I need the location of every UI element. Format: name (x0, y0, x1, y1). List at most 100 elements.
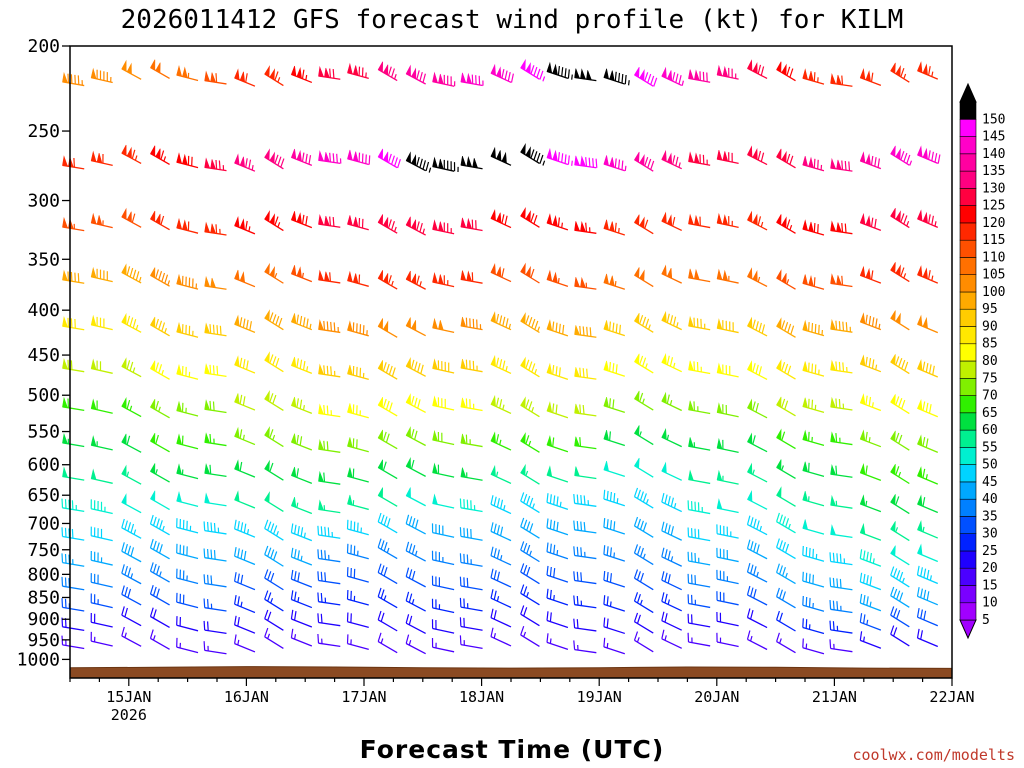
wind-barb (318, 150, 342, 165)
wind-barb (460, 217, 483, 232)
wind-barb (716, 591, 739, 606)
wind-barb (150, 432, 170, 453)
wind-barb (661, 611, 682, 631)
wind-barb (204, 432, 227, 447)
wind-barb (432, 395, 455, 411)
wind-barb (747, 210, 768, 231)
wind-barb (917, 61, 939, 80)
wind-barb (546, 518, 569, 536)
wind-barb (687, 594, 711, 609)
wind-barb (61, 498, 85, 513)
wind-barb (546, 213, 569, 231)
wind-barb (633, 612, 654, 634)
wind-barb (405, 614, 426, 634)
wind-barb (716, 268, 739, 284)
wind-barb (291, 433, 313, 451)
wind-barb (917, 209, 939, 228)
wind-barb (405, 457, 426, 477)
wind-barb (490, 495, 512, 515)
wind-barb (890, 464, 910, 485)
wind-barb (546, 493, 569, 510)
wind-barb (716, 569, 739, 585)
wind-barb (546, 542, 569, 560)
wind-barb (459, 617, 483, 631)
wind-barb (176, 592, 199, 609)
wind-barb (520, 206, 540, 228)
wind-barb (432, 358, 455, 374)
wind-barb (234, 634, 256, 653)
wind-barb (176, 273, 199, 290)
wind-barb (405, 64, 426, 85)
wind-barb (460, 397, 483, 412)
wind-barb (574, 367, 597, 380)
wind-barb (291, 148, 313, 166)
wind-barb (687, 500, 711, 515)
wind-barb (234, 595, 256, 614)
wind-barb (90, 526, 113, 542)
wind-barb (716, 547, 739, 563)
wind-barb (917, 543, 939, 563)
wind-barb (149, 514, 170, 536)
wind-barb (318, 363, 341, 378)
wind-barb (203, 521, 227, 535)
colorbar-label: 130 (982, 181, 1005, 196)
wind-barb (830, 273, 853, 288)
colorbar-segment (959, 326, 977, 345)
wind-barb (264, 627, 284, 649)
wind-barb (490, 354, 512, 375)
wind-barb (661, 211, 682, 231)
wind-barb (890, 625, 910, 647)
wind-barb (520, 143, 546, 166)
wind-barb (802, 595, 825, 612)
wind-barb (688, 469, 711, 485)
colorbar-label: 85 (982, 337, 998, 352)
wind-barb (661, 310, 682, 331)
colorbar-segment (959, 101, 977, 120)
colorbar-label: 100 (982, 285, 1005, 300)
wind-barb (203, 574, 227, 588)
wind-barb (661, 521, 682, 541)
wind-barb (687, 527, 711, 542)
wind-barb (661, 461, 682, 481)
wind-barb (405, 393, 426, 414)
wind-barb (890, 566, 910, 588)
wind-barb (520, 58, 546, 82)
wind-barb (460, 358, 483, 373)
wind-barb (661, 264, 682, 284)
wind-barb (90, 150, 113, 167)
wind-barb (460, 433, 483, 448)
wind-barb (431, 550, 455, 566)
y-tick-label: 950 (27, 630, 60, 651)
wind-barb (573, 571, 597, 585)
wind-barb (405, 591, 426, 612)
wind-barb (459, 527, 483, 541)
wind-barb (121, 59, 142, 80)
wind-barb (377, 632, 398, 654)
x-tick-label: 18JAN (459, 688, 504, 706)
colorbar-segment (959, 412, 977, 431)
colorbar-segment (959, 550, 977, 569)
wind-barb (234, 615, 256, 634)
wind-barb (890, 494, 910, 515)
wind-barb (603, 320, 626, 337)
wind-barb (204, 492, 227, 507)
wind-barb (460, 72, 484, 87)
wind-barb (802, 571, 825, 588)
wind-barb (776, 538, 796, 560)
wind-barb (490, 522, 512, 542)
wind-barb (62, 466, 85, 481)
wind-barb (573, 546, 597, 560)
wind-barb (291, 211, 313, 229)
wind-barb (688, 437, 711, 451)
colorbar-label: 75 (982, 371, 998, 386)
wind-barb (405, 151, 432, 173)
wind-barb (264, 148, 285, 170)
wind-barb (859, 613, 882, 631)
wind-barb (802, 429, 825, 447)
wind-barb (829, 620, 853, 634)
wind-barb (603, 219, 626, 236)
wind-barb (431, 619, 455, 634)
wind-barb (346, 519, 369, 536)
wind-barb (776, 359, 796, 380)
y-tick-label: 500 (27, 385, 60, 406)
